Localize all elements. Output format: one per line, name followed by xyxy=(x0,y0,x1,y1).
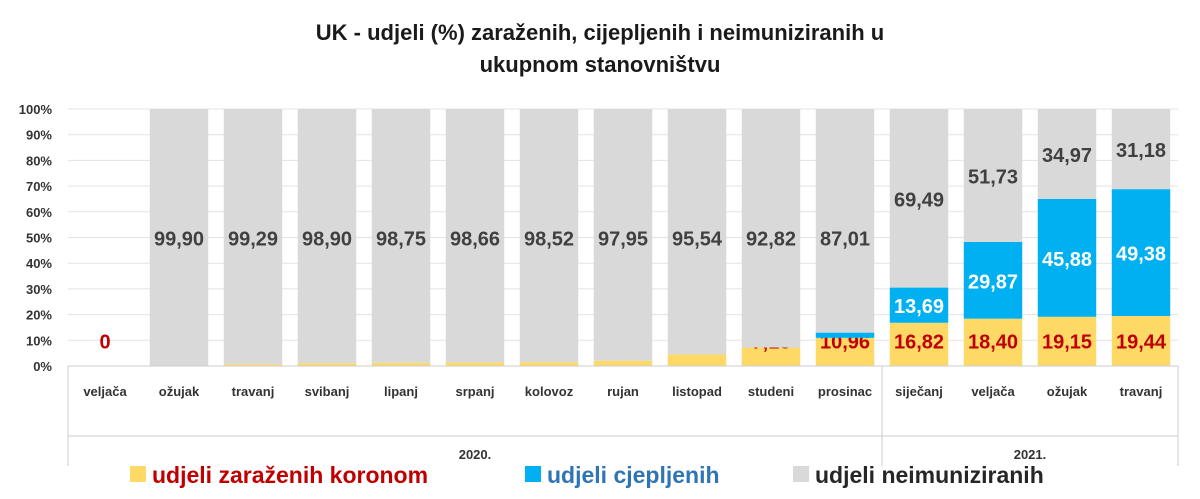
bar-segment xyxy=(1037,109,1097,199)
x-tick-label: siječanj xyxy=(895,384,943,399)
data-label: 45,88 xyxy=(1042,249,1092,271)
bar-segment xyxy=(297,363,357,366)
legend-swatch xyxy=(130,466,146,482)
bar-segment xyxy=(889,322,949,366)
x-tick-label: lipanj xyxy=(384,384,418,399)
data-label: 95,54 xyxy=(672,229,723,251)
data-label: 16,82 xyxy=(894,331,944,353)
x-tick-label: ožujak xyxy=(1047,384,1088,399)
bar-segment xyxy=(593,109,653,361)
bar-segment xyxy=(445,362,505,366)
data-label: 31,18 xyxy=(1116,140,1166,162)
x-group-label: 2020. xyxy=(459,447,492,462)
data-label: 87,01 xyxy=(820,229,870,251)
bar-segment xyxy=(889,287,949,323)
legend-swatch xyxy=(793,466,809,482)
bar-segment xyxy=(889,109,949,288)
bar-segment xyxy=(741,109,801,348)
x-tick-label: travanj xyxy=(232,384,275,399)
y-tick-label: 90% xyxy=(26,128,52,143)
x-tick-label: svibanj xyxy=(305,384,350,399)
bar-segment xyxy=(1111,316,1171,366)
data-label: 99,29 xyxy=(228,229,278,251)
data-label: 98,90 xyxy=(302,229,352,251)
x-tick-label: listopad xyxy=(672,384,722,399)
chart-title-line-2: ukupnom stanovništvu xyxy=(480,52,721,77)
x-tick-label: studeni xyxy=(748,384,794,399)
bar-segment xyxy=(445,109,505,363)
y-tick-label: 70% xyxy=(26,179,52,194)
y-tick-label: 10% xyxy=(26,333,52,348)
y-tick-label: 60% xyxy=(26,205,52,220)
chart-title-line-1: UK - udjeli (%) zaraženih, cijepljenih i… xyxy=(316,20,884,45)
bar-segment xyxy=(963,109,1023,242)
data-label: 13,69 xyxy=(894,296,944,318)
bar-segment xyxy=(149,109,209,366)
data-label: 99,90 xyxy=(154,229,204,251)
bar-segment xyxy=(963,241,1023,319)
data-label: 98,66 xyxy=(450,229,500,251)
data-label: 49,38 xyxy=(1116,244,1166,266)
data-label: 69,49 xyxy=(894,189,944,211)
bar-segment xyxy=(1111,109,1171,190)
data-label: 0 xyxy=(99,331,110,353)
x-tick-label: rujan xyxy=(607,384,639,399)
data-label: 19,44 xyxy=(1116,331,1167,353)
x-tick-label: prosinac xyxy=(818,384,872,399)
bar-segment xyxy=(223,364,283,366)
bar-segment xyxy=(519,362,579,366)
bar-segment xyxy=(815,337,875,366)
data-label: 98,52 xyxy=(524,229,574,251)
legend-swatch xyxy=(525,466,541,482)
data-label: 19,15 xyxy=(1042,331,1092,353)
data-label: 29,87 xyxy=(968,271,1018,293)
legend-label: udjeli neimuniziranih xyxy=(815,462,1044,488)
bar-segment xyxy=(815,109,875,333)
y-tick-label: 50% xyxy=(26,231,52,246)
bar-segment xyxy=(371,109,431,363)
bar-segment xyxy=(667,354,727,366)
bar-segment xyxy=(223,109,283,365)
data-label: 18,40 xyxy=(968,331,1018,353)
bar-segment xyxy=(519,109,579,363)
data-label: 92,82 xyxy=(746,229,796,251)
bar-segment xyxy=(741,347,801,366)
legend-label: udjeli zaraženih koronom xyxy=(152,462,428,488)
y-tick-label: 30% xyxy=(26,282,52,297)
y-tick-label: 0% xyxy=(33,359,52,374)
data-label: 98,75 xyxy=(376,229,426,251)
bar-segment xyxy=(1037,198,1097,317)
bar-segment xyxy=(297,109,357,364)
bar-segment xyxy=(1111,189,1171,317)
legend-label: udjeli cjepljenih xyxy=(547,462,720,488)
bar-segment xyxy=(963,318,1023,366)
x-tick-label: veljača xyxy=(971,384,1015,399)
data-label: 51,73 xyxy=(968,166,1018,188)
bar-segment xyxy=(593,360,653,366)
x-tick-label: kolovoz xyxy=(525,384,574,399)
x-tick-label: veljača xyxy=(83,384,127,399)
bar-segment xyxy=(1037,316,1097,366)
x-tick-label: srpanj xyxy=(455,384,494,399)
x-tick-label: ožujak xyxy=(159,384,200,399)
y-tick-label: 100% xyxy=(19,102,53,117)
data-label: 34,97 xyxy=(1042,145,1092,167)
x-group-label: 2021. xyxy=(1014,447,1047,462)
bar-segment xyxy=(815,332,875,338)
bar-segment xyxy=(371,362,431,366)
bar-segment xyxy=(667,109,727,355)
y-tick-label: 80% xyxy=(26,153,52,168)
x-tick-label: travanj xyxy=(1120,384,1163,399)
data-label: 97,95 xyxy=(598,229,648,251)
y-tick-label: 20% xyxy=(26,308,52,323)
y-tick-label: 40% xyxy=(26,256,52,271)
